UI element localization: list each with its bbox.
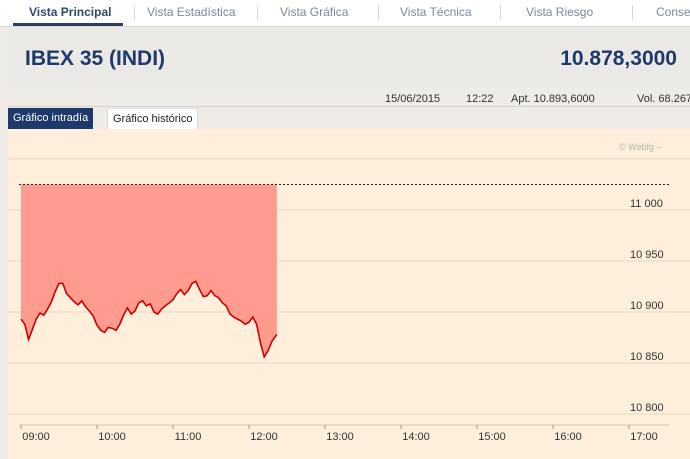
tab-vista-tecnica[interactable]: Vista Técnica bbox=[400, 5, 472, 19]
tab-grafico-historico[interactable]: Gráfico histórico bbox=[107, 108, 199, 130]
y-tick-label: 10 900 bbox=[630, 300, 664, 312]
tab-vista-principal[interactable]: Vista Principal bbox=[29, 5, 112, 19]
instrument-header bbox=[8, 28, 690, 88]
tab-separator bbox=[134, 5, 135, 20]
tab-vista-riesgo[interactable]: Vista Riesgo bbox=[526, 5, 594, 19]
x-tick-label: 16:00 bbox=[554, 431, 582, 443]
quote-open: Apt. 10.893,6000 bbox=[511, 93, 595, 105]
webfg-watermark: © Webfg – bbox=[619, 142, 662, 152]
tab-vista-grafica[interactable]: Vista Gráfica bbox=[280, 5, 349, 19]
tab-separator bbox=[378, 5, 379, 20]
quote-date: 15/06/2015 bbox=[385, 93, 441, 105]
tab-separator bbox=[500, 5, 501, 20]
view-tabs-bar: Vista Principal Vista Estadística Vista … bbox=[0, 0, 690, 27]
y-tick-label: 10 950 bbox=[630, 249, 664, 261]
quote-volume: Vol. 68.267 bbox=[637, 93, 690, 105]
tab-separator bbox=[632, 5, 633, 20]
y-tick-label: 10 850 bbox=[630, 351, 664, 363]
tab-vista-estadistica[interactable]: Vista Estadística bbox=[147, 5, 236, 19]
tab-grafico-intradia[interactable]: Gráfico intradía bbox=[8, 108, 94, 129]
x-tick-label: 09:00 bbox=[22, 431, 50, 443]
price-line bbox=[20, 280, 278, 359]
instrument-title: IBEX 35 (INDI) bbox=[25, 47, 166, 70]
x-tick-label: 15:00 bbox=[478, 431, 506, 443]
info-divider bbox=[8, 106, 690, 107]
intraday-chart: 11 000 10 950 10 900 10 850 10 800 09:00 10:00… bbox=[8, 129, 690, 459]
price-area bbox=[21, 184, 277, 357]
tab-separator bbox=[257, 5, 258, 20]
x-tick-label: 12:00 bbox=[250, 431, 278, 443]
y-tick-label: 11 000 bbox=[630, 198, 663, 210]
y-tick-label: 10 800 bbox=[630, 402, 664, 414]
x-tick-label: 17:00 bbox=[630, 431, 658, 443]
quote-time: 12:22 bbox=[466, 93, 494, 105]
instrument-price: 10.878,3000 bbox=[560, 47, 677, 70]
x-tick-label: 10:00 bbox=[98, 431, 126, 443]
x-tick-label: 14:00 bbox=[402, 431, 430, 443]
tab-conse[interactable]: Conse bbox=[656, 5, 690, 19]
x-tick-label: 13:00 bbox=[326, 431, 354, 443]
x-tick-label: 11:00 bbox=[175, 431, 202, 443]
chart-svg: 11 000 10 950 10 900 10 850 10 800 09:00 10:00… bbox=[8, 142, 690, 443]
active-tab-indicator bbox=[13, 23, 123, 26]
